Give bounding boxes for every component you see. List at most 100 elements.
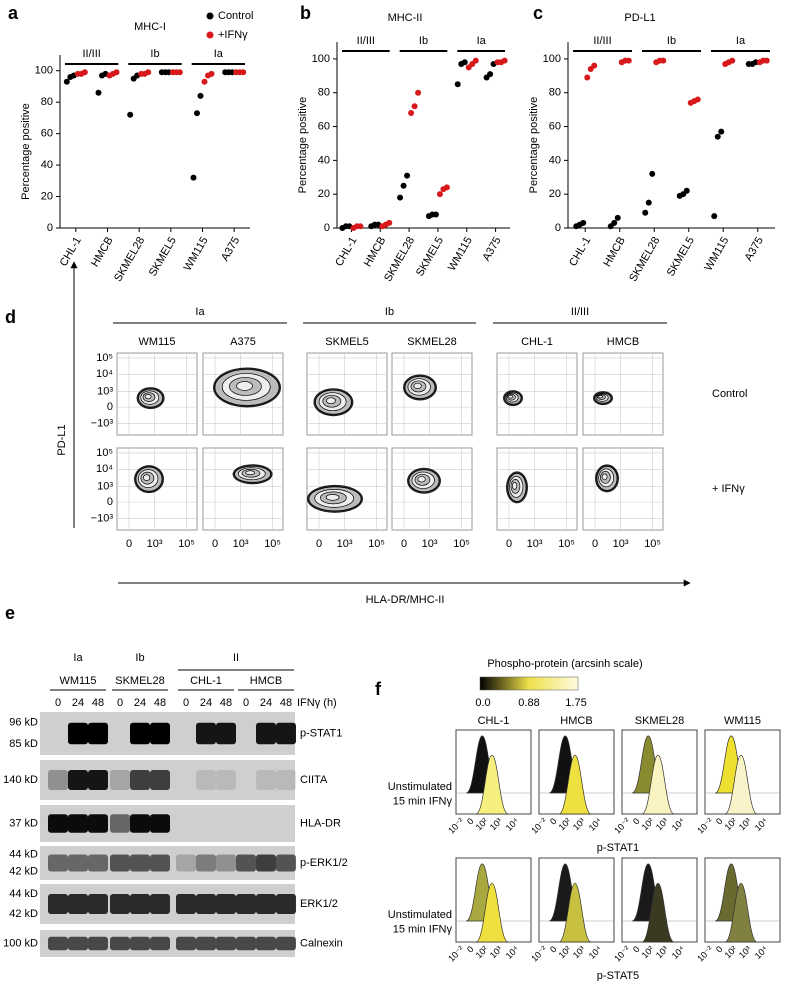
x-tick-label: SKMEL5 — [665, 235, 697, 279]
size-label: 44 kD — [9, 888, 38, 900]
data-point — [584, 74, 591, 81]
row-label: 15 min IFNγ — [393, 923, 453, 935]
blot-band — [68, 854, 88, 872]
contour — [245, 470, 256, 476]
data-point — [501, 57, 508, 64]
blot-name: CIITA — [300, 774, 328, 786]
blot-band — [88, 770, 108, 790]
data-point — [397, 194, 404, 201]
y-tick-label: 10⁴ — [96, 368, 113, 380]
x-tick-label: 0 — [465, 944, 476, 955]
x-tick-label: 10⁴ — [504, 944, 521, 961]
size-label: 100 kD — [3, 937, 38, 949]
group-label: Ib — [150, 48, 159, 60]
x-tick-label: 0 — [126, 538, 132, 550]
size-label: 85 kD — [9, 738, 38, 750]
blot-band — [110, 770, 130, 790]
flow-plot — [582, 447, 664, 531]
group-label: II/III — [593, 35, 611, 47]
blot-band — [216, 722, 236, 745]
x-tick-label: 10⁻² — [446, 816, 466, 836]
x-tick-label: 10⁻² — [529, 944, 549, 964]
y-tick-label: 20 — [549, 188, 561, 200]
contour — [601, 473, 608, 481]
blot-band — [68, 814, 88, 833]
blot-band — [176, 814, 196, 833]
timepoint: 24 — [200, 697, 212, 709]
histogram — [558, 882, 592, 943]
x-tick-label: SKMEL28 — [627, 235, 662, 284]
data-point — [711, 213, 718, 220]
cell-name: SKMEL28 — [407, 336, 457, 348]
blot-band — [68, 894, 88, 914]
size-label: 96 kD — [9, 717, 38, 729]
x-tick-label: 10⁻² — [695, 944, 715, 964]
blot-band — [130, 770, 150, 790]
blot-band — [150, 854, 170, 872]
y-tick-label: 10⁴ — [96, 463, 113, 475]
blot-band — [176, 936, 196, 951]
group-label: II/III — [82, 48, 100, 60]
group-label: Ia — [195, 306, 205, 318]
x-tick-label: 10⁵ — [178, 538, 195, 550]
blot-band — [236, 814, 256, 833]
blot-band — [48, 894, 68, 914]
blot-band — [276, 722, 296, 745]
blot-band — [176, 854, 196, 872]
data-point — [415, 89, 422, 96]
data-point — [194, 110, 200, 117]
x-tick-label: 10³ — [527, 538, 543, 550]
blot-band — [110, 936, 130, 951]
blot-band — [256, 894, 276, 914]
cell-name: HMCB — [607, 336, 639, 348]
cell-name: WM115 — [59, 675, 96, 687]
x-tick-label: 10³ — [654, 816, 670, 832]
contour — [413, 382, 422, 390]
x-axis-label: HLA-DR/MHC-II — [366, 594, 445, 606]
x-tick-label: 10³ — [337, 538, 353, 550]
blot-band — [236, 770, 256, 790]
marker-label: p-STAT1 — [597, 842, 639, 854]
y-tick-label: 10³ — [97, 480, 113, 492]
blot-band — [110, 854, 130, 872]
legend-marker — [206, 12, 214, 20]
data-point — [729, 57, 736, 64]
x-tick-label: 10⁻² — [612, 816, 632, 836]
blot-band — [176, 770, 196, 790]
x-tick-label: HMCB — [601, 235, 628, 269]
y-tick-label: 40 — [318, 154, 330, 166]
x-tick-label: 0 — [548, 944, 559, 955]
x-tick-label: CHL-1 — [567, 235, 593, 269]
contour — [236, 381, 253, 391]
timepoint: 24 — [260, 697, 272, 709]
data-point — [487, 71, 494, 78]
blot-name: p-STAT1 — [300, 727, 342, 739]
data-point — [580, 219, 587, 226]
contour — [144, 394, 152, 400]
data-point — [625, 57, 632, 64]
data-point — [127, 111, 134, 118]
legend-label: +IFNγ — [218, 29, 248, 41]
blot-name: ERK1/2 — [300, 898, 338, 910]
contour — [143, 474, 151, 482]
data-point — [176, 69, 183, 76]
panel-letter: f — [375, 679, 382, 699]
blot-name: p-ERK1/2 — [300, 857, 348, 869]
data-point — [591, 62, 598, 69]
y-tick-label: 0 — [324, 222, 330, 234]
x-tick-label: 10⁴ — [504, 816, 521, 833]
blot-band — [68, 936, 88, 951]
blot-band — [130, 814, 150, 833]
blot-band — [110, 723, 130, 745]
y-tick-label: 20 — [41, 190, 53, 202]
blot-band — [176, 894, 196, 914]
cell-name: SKMEL5 — [325, 336, 368, 348]
x-tick-label: 10⁻² — [446, 944, 466, 964]
timepoint: 0 — [243, 697, 249, 709]
y-tick-label: 100 — [35, 65, 53, 77]
timepoint: 0 — [183, 697, 189, 709]
row-label: Control — [712, 388, 747, 400]
timepoint: 0 — [117, 697, 123, 709]
blot-band — [276, 770, 296, 790]
